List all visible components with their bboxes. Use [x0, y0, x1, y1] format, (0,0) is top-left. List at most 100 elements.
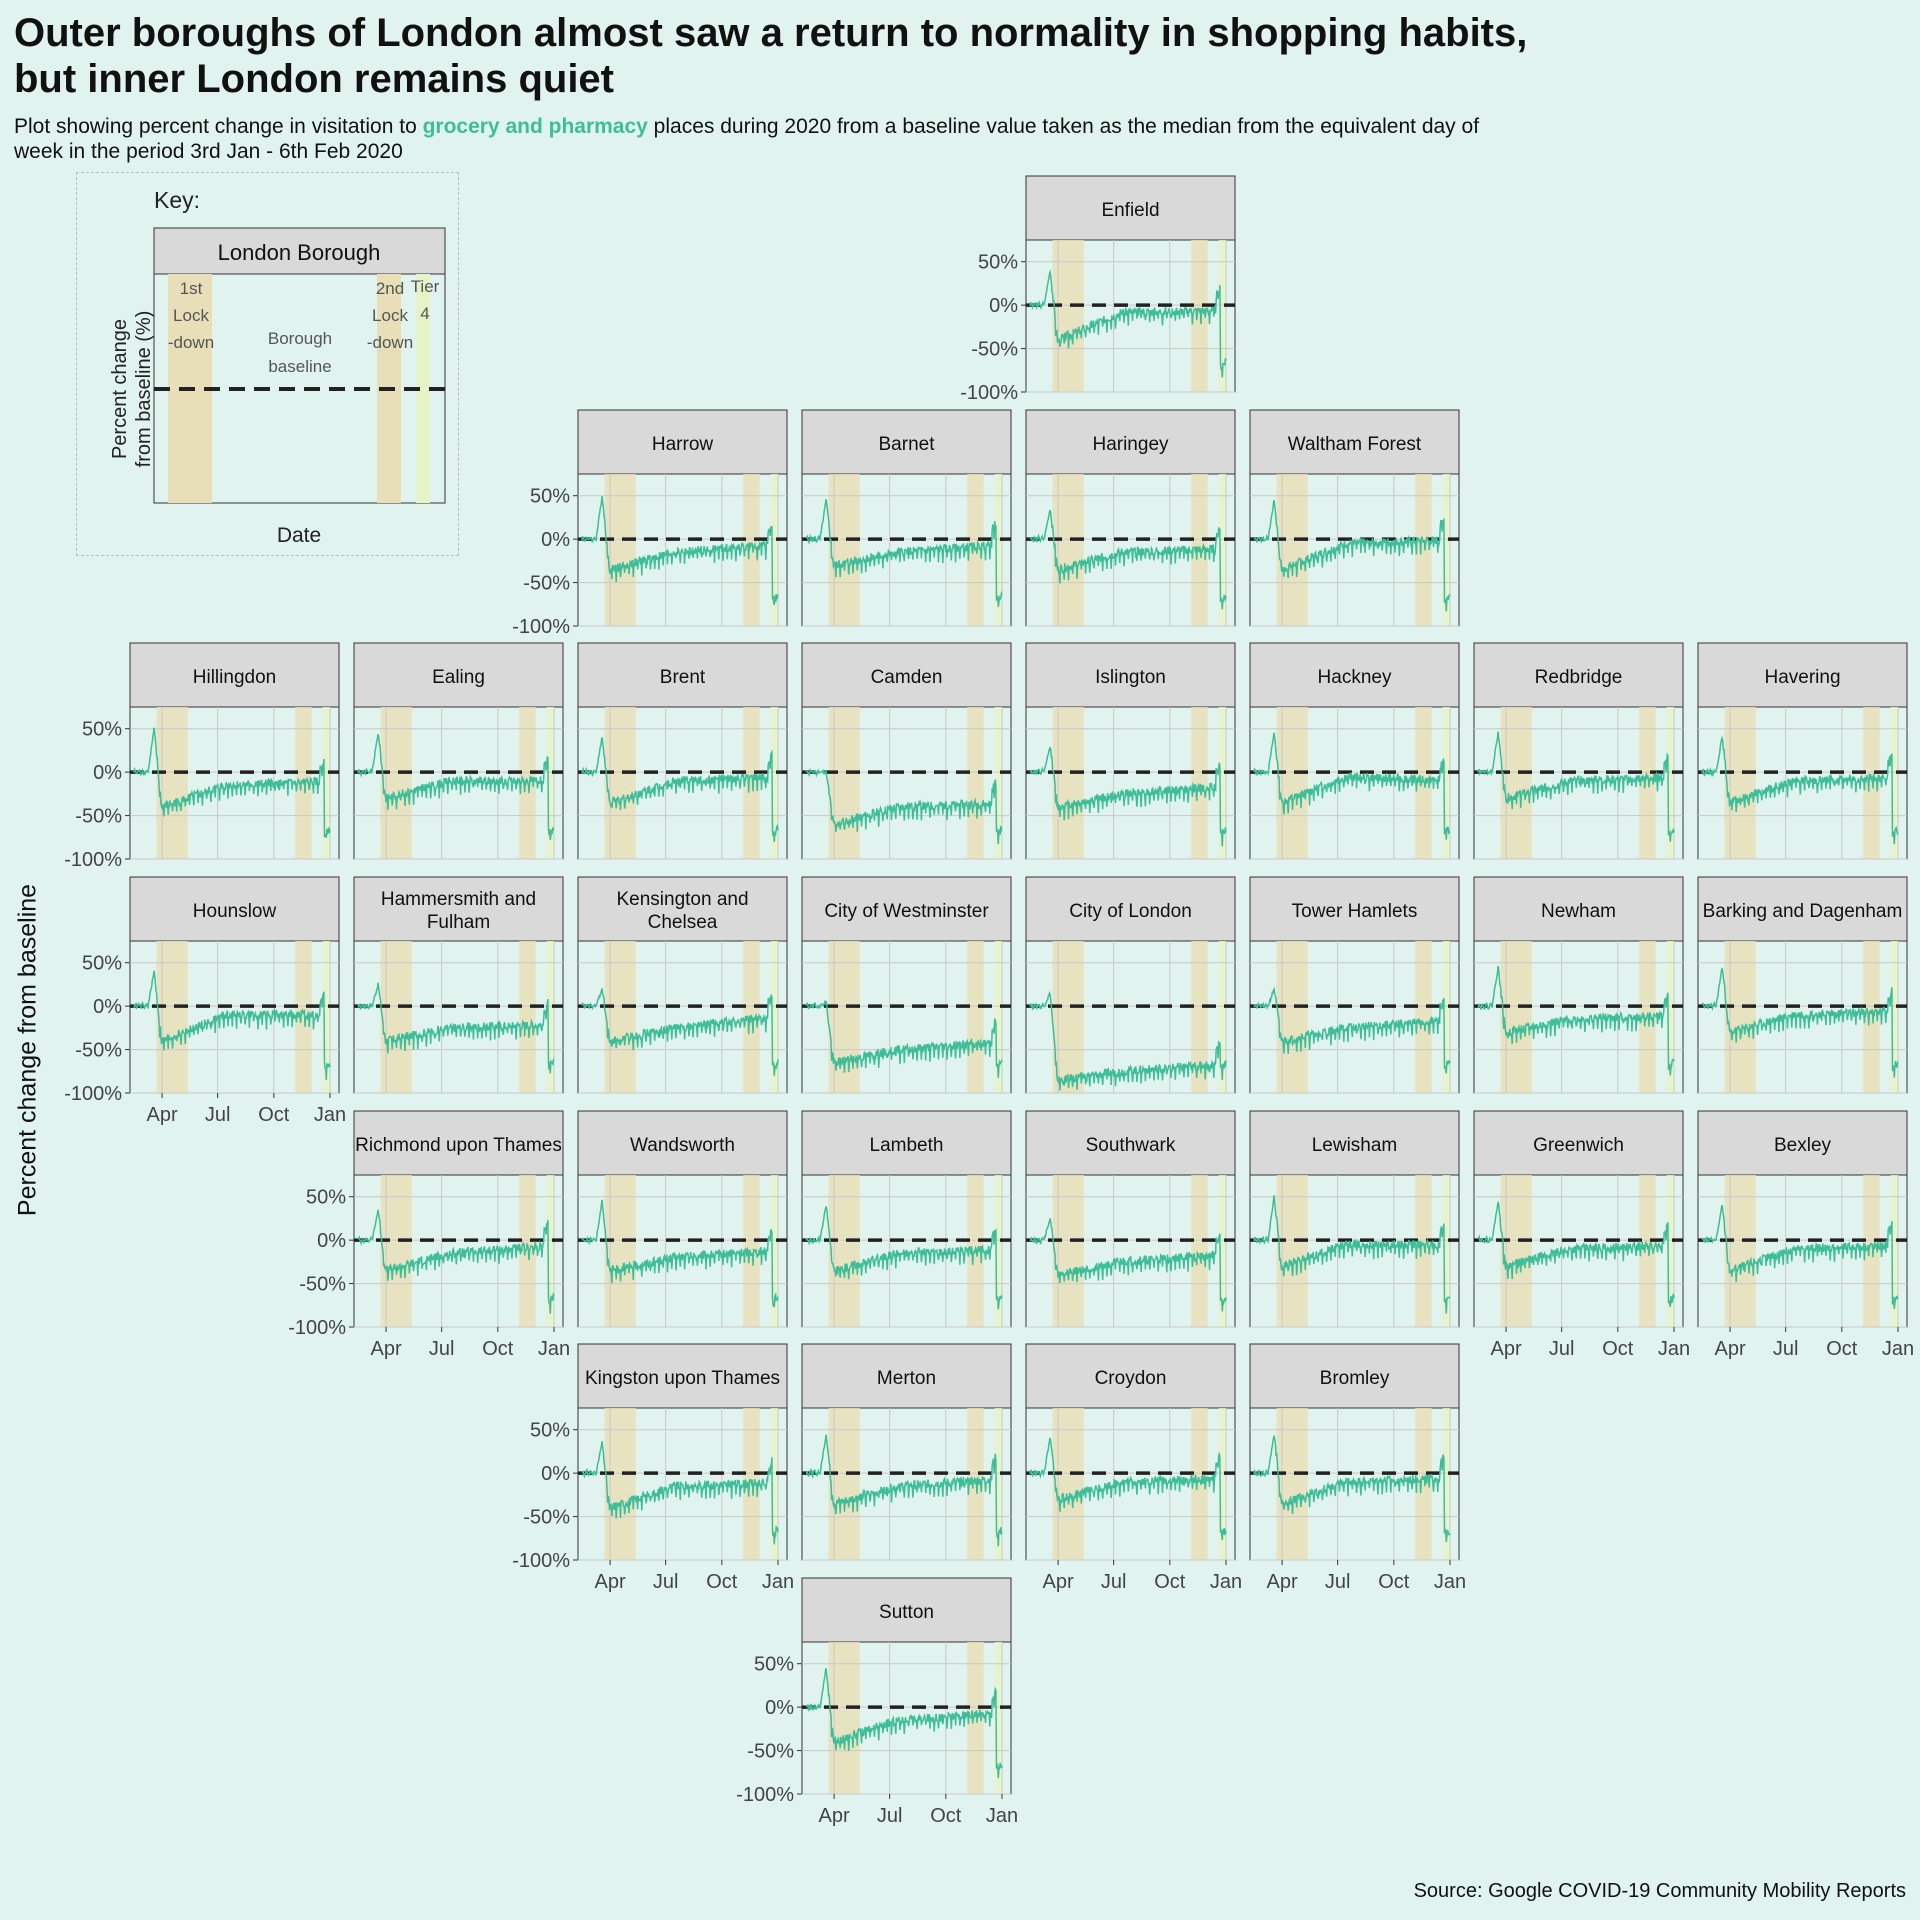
panel-title: Islington — [1095, 667, 1166, 688]
band-1st-lockdown — [1500, 1175, 1532, 1327]
x-tick-label: Oct — [706, 1571, 738, 1593]
y-tick-label: 0% — [317, 1230, 346, 1252]
panel-merton: Merton — [801, 1343, 1012, 1561]
key-x-label: Date — [277, 524, 321, 547]
panel-strip — [801, 642, 1012, 708]
panel-strip — [577, 1110, 788, 1176]
band-2nd-lockdown — [967, 941, 984, 1093]
y-tick-label: 0% — [765, 1697, 794, 1719]
y-tick-label: 50% — [530, 1420, 570, 1442]
band-tier-4 — [994, 1642, 1002, 1794]
x-tick-label: Oct — [1378, 1571, 1410, 1593]
panel-title: Newham — [1541, 901, 1616, 922]
band-1st-lockdown — [1724, 941, 1756, 1093]
key-panel-label: London Borough — [218, 240, 381, 265]
panel-plot — [353, 706, 564, 860]
panel-plot — [801, 940, 1012, 1094]
subtitle-highlight: grocery and pharmacy — [422, 115, 648, 138]
y-tick-label: -100% — [64, 1083, 122, 1105]
band-2nd-lockdown — [1415, 474, 1432, 626]
band-2nd-lockdown — [295, 941, 312, 1093]
panel-title: Hounslow — [193, 901, 277, 922]
panel-plot — [1025, 473, 1236, 627]
panel-plot — [1697, 940, 1908, 1094]
panel-title: Tower Hamlets — [1292, 901, 1418, 922]
band-1st-lockdown — [1276, 941, 1308, 1093]
panel-strip — [801, 1343, 1012, 1409]
band-1st-lockdown — [1500, 941, 1532, 1093]
panel-redbridge: Redbridge — [1473, 642, 1684, 860]
panel-southwark: Southwark — [1025, 1110, 1236, 1328]
band-2nd-lockdown — [1191, 941, 1208, 1093]
series-line-hillingdon — [133, 727, 331, 838]
panel-plot — [801, 1174, 1012, 1328]
x-tick-label: Jan — [1210, 1571, 1242, 1593]
series-line-enfield — [1029, 269, 1227, 378]
panel-plot: 50% 0% -50% -100% — [960, 239, 1236, 404]
panel-title: Bexley — [1774, 1135, 1832, 1156]
x-tick-label: Jan — [1882, 1338, 1914, 1360]
series-line-wandsworth — [581, 1199, 779, 1308]
panel-bexley: Bexley Apr Jul Oct Jan — [1697, 1110, 1914, 1360]
band-1st-lockdown — [156, 707, 188, 859]
series-line-merton — [805, 1434, 1003, 1547]
band-1st-lockdown — [1724, 1175, 1756, 1327]
x-tick-label: Jan — [762, 1571, 794, 1593]
panel-strip — [801, 876, 1012, 942]
panel-islington: Islington — [1025, 642, 1236, 860]
band-2nd-lockdown — [967, 1642, 984, 1794]
series-line-barnet — [805, 499, 1003, 608]
band-1st-lockdown — [1052, 707, 1084, 859]
band-2nd-lockdown — [1863, 1175, 1880, 1327]
series-line-barking-and-dagenham — [1701, 968, 1899, 1078]
panel-hammersmith-and-fulham: Hammersmith and Fulham — [353, 876, 564, 1094]
panel-title: Barking and Dagenham — [1703, 901, 1903, 922]
x-tick-label: Jul — [205, 1104, 231, 1126]
series-line-richmond-upon-thames — [357, 1209, 555, 1314]
panel-camden: Camden — [801, 642, 1012, 860]
panel-hounslow: Hounslow 50% 0% -50% -100% Apr Jul Oct Jan — [64, 876, 346, 1126]
panel-haringey: Haringey — [1025, 409, 1236, 627]
key-y-label: Percent change from baseline (%) — [109, 311, 155, 468]
band-tier-4 — [1890, 707, 1898, 859]
band-1st-lockdown — [604, 707, 636, 859]
x-tick-label: Oct — [1826, 1338, 1858, 1360]
panel-strip — [1249, 409, 1460, 475]
band-tier-4 — [770, 707, 778, 859]
panel-strip — [1025, 876, 1236, 942]
x-tick-label: Jan — [1434, 1571, 1466, 1593]
y-tick-label: 50% — [82, 719, 122, 741]
panel-plot: 50% 0% -50% -100% Apr Jul Oct Jan — [64, 940, 346, 1126]
panel-strip — [1473, 642, 1684, 708]
band-2nd-lockdown — [1415, 707, 1432, 859]
band-tier-4 — [1890, 941, 1898, 1093]
y-tick-label: 50% — [978, 252, 1018, 274]
panel-plot: 50% 0% -50% -100% — [512, 473, 788, 638]
panel-barking-and-dagenham: Barking and Dagenham — [1697, 876, 1908, 1094]
series-line-bromley — [1253, 1435, 1451, 1543]
band-tier-4 — [1666, 707, 1674, 859]
panel-title: Ealing — [432, 667, 485, 688]
x-tick-label: Apr — [1491, 1338, 1522, 1360]
band-tier-4 — [1218, 474, 1226, 626]
band-1st-lockdown — [828, 707, 860, 859]
panel-plot — [1473, 940, 1684, 1094]
x-tick-label: Jul — [877, 1805, 903, 1827]
panel-title: City of Westminster — [824, 901, 989, 922]
band-tier-4 — [322, 707, 330, 859]
panel-strip — [1473, 876, 1684, 942]
panel-plot: Apr Jul Oct Jan — [1025, 1407, 1242, 1593]
panel-title: Richmond upon Thames — [355, 1135, 562, 1156]
band-1st-lockdown — [156, 941, 188, 1093]
panel-title: Enfield — [1101, 200, 1159, 221]
x-tick-label: Jul — [1773, 1338, 1799, 1360]
panel-lewisham: Lewisham — [1249, 1110, 1460, 1328]
band-2nd-lockdown — [743, 474, 760, 626]
band-2nd-lockdown — [1415, 941, 1432, 1093]
panel-strip — [353, 876, 564, 942]
band-2nd-lockdown — [743, 1175, 760, 1327]
key-tier4-label: 4 — [420, 304, 429, 323]
y-tick-label: 50% — [306, 1187, 346, 1209]
band-1st-lockdown — [1052, 474, 1084, 626]
band-1st-lockdown — [1276, 1175, 1308, 1327]
